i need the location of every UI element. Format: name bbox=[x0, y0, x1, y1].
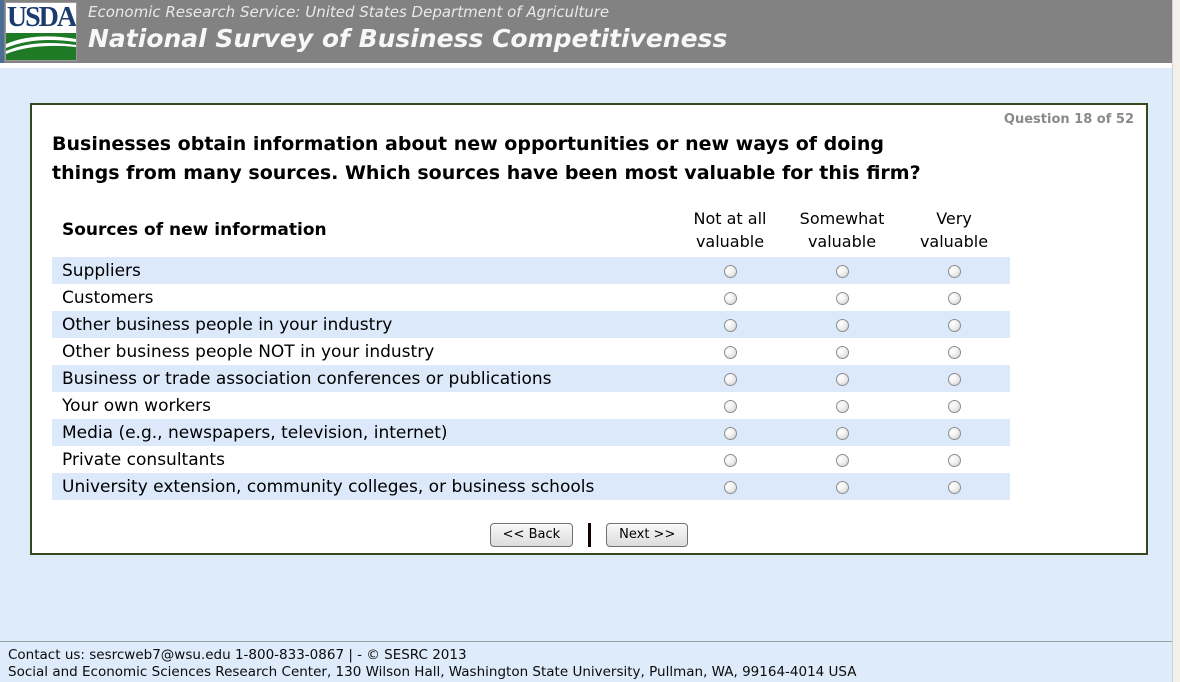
radio-row4-not-at-all[interactable] bbox=[723, 373, 737, 386]
logo-left-edge bbox=[0, 0, 4, 63]
footer-contact-line: Contact us: sesrcweb7@wsu.edu 1-800-833-… bbox=[8, 647, 467, 663]
table-row: Business or trade association conference… bbox=[52, 365, 1010, 392]
grid-section-header: Sources of new information bbox=[62, 220, 327, 240]
row-label: Other business people in your industry bbox=[62, 314, 393, 335]
row-label: Other business people NOT in your indust… bbox=[62, 341, 435, 362]
nav-divider bbox=[588, 523, 592, 547]
radio-row6-not-at-all[interactable] bbox=[723, 427, 737, 440]
radio-row4-somewhat[interactable] bbox=[835, 373, 849, 386]
table-row: Customers bbox=[52, 284, 1010, 311]
radio-row7-very[interactable] bbox=[947, 454, 961, 467]
radio-row5-not-at-all[interactable] bbox=[723, 400, 737, 413]
footer-address-line: Social and Economic Sciences Research Ce… bbox=[8, 664, 857, 680]
header-bar: Economic Research Service: United States… bbox=[0, 0, 1172, 63]
column-header-very-valuable: Very valuable bbox=[919, 209, 989, 251]
radio-row8-very[interactable] bbox=[947, 481, 961, 494]
response-grid: Sources of new information Not at all va… bbox=[52, 203, 1010, 500]
radio-row1-very[interactable] bbox=[947, 292, 961, 305]
radio-row8-somewhat[interactable] bbox=[835, 481, 849, 494]
table-row: Suppliers bbox=[52, 257, 1010, 284]
grid-header-row: Sources of new information Not at all va… bbox=[52, 203, 1010, 257]
nav-buttons: << Back Next >> bbox=[32, 523, 1146, 547]
radio-row7-not-at-all[interactable] bbox=[723, 454, 737, 467]
table-row: University extension, community colleges… bbox=[52, 473, 1010, 500]
row-label: Media (e.g., newspapers, television, int… bbox=[62, 422, 448, 443]
row-label: Private consultants bbox=[62, 449, 225, 470]
radio-row5-very[interactable] bbox=[947, 400, 961, 413]
header-divider bbox=[0, 63, 1172, 68]
row-label: University extension, community colleges… bbox=[62, 476, 595, 497]
radio-row3-somewhat[interactable] bbox=[835, 346, 849, 359]
radio-row6-very[interactable] bbox=[947, 427, 961, 440]
survey-title: National Survey of Business Competitiven… bbox=[88, 24, 728, 53]
radio-row6-somewhat[interactable] bbox=[835, 427, 849, 440]
usda-logo: USDA bbox=[5, 2, 77, 61]
question-progress: Question 18 of 52 bbox=[1003, 112, 1134, 127]
table-row: Other business people NOT in your indust… bbox=[52, 338, 1010, 365]
table-row: Private consultants bbox=[52, 446, 1010, 473]
radio-row1-not-at-all[interactable] bbox=[723, 292, 737, 305]
radio-row2-very[interactable] bbox=[947, 319, 961, 332]
radio-row0-not-at-all[interactable] bbox=[723, 265, 737, 278]
usda-logo-text: USDA bbox=[6, 2, 76, 33]
radio-row4-very[interactable] bbox=[947, 373, 961, 386]
row-label: Suppliers bbox=[62, 260, 141, 281]
question-box: Question 18 of 52 Businesses obtain info… bbox=[30, 103, 1148, 555]
back-button[interactable]: << Back bbox=[489, 523, 574, 547]
radio-row1-somewhat[interactable] bbox=[835, 292, 849, 305]
next-button[interactable]: Next >> bbox=[606, 523, 689, 547]
radio-row0-very[interactable] bbox=[947, 265, 961, 278]
column-header-not-at-all-valuable: Not at all valuable bbox=[693, 209, 767, 251]
column-header-somewhat-valuable: Somewhat valuable bbox=[799, 209, 885, 251]
scrollbar-track bbox=[1172, 0, 1180, 682]
table-row: Your own workers bbox=[52, 392, 1010, 419]
radio-row3-very[interactable] bbox=[947, 346, 961, 359]
radio-row2-somewhat[interactable] bbox=[835, 319, 849, 332]
row-label: Your own workers bbox=[62, 395, 212, 416]
row-label: Customers bbox=[62, 287, 154, 308]
radio-row0-somewhat[interactable] bbox=[835, 265, 849, 278]
row-label: Business or trade association conference… bbox=[62, 368, 552, 389]
agency-line: Economic Research Service: United States… bbox=[88, 3, 610, 21]
question-line-2: things from many sources. Which sources … bbox=[52, 162, 921, 184]
table-row: Media (e.g., newspapers, television, int… bbox=[52, 419, 1010, 446]
radio-row2-not-at-all[interactable] bbox=[723, 319, 737, 332]
question-line-1: Businesses obtain information about new … bbox=[52, 133, 884, 155]
radio-row8-not-at-all[interactable] bbox=[723, 481, 737, 494]
table-row: Other business people in your industry bbox=[52, 311, 1010, 338]
radio-row5-somewhat[interactable] bbox=[835, 400, 849, 413]
footer: Contact us: sesrcweb7@wsu.edu 1-800-833-… bbox=[0, 641, 1180, 682]
radio-row3-not-at-all[interactable] bbox=[723, 346, 737, 359]
usda-logo-swoosh-icon bbox=[6, 33, 76, 60]
question-text: Businesses obtain information about new … bbox=[52, 130, 921, 188]
radio-row7-somewhat[interactable] bbox=[835, 454, 849, 467]
